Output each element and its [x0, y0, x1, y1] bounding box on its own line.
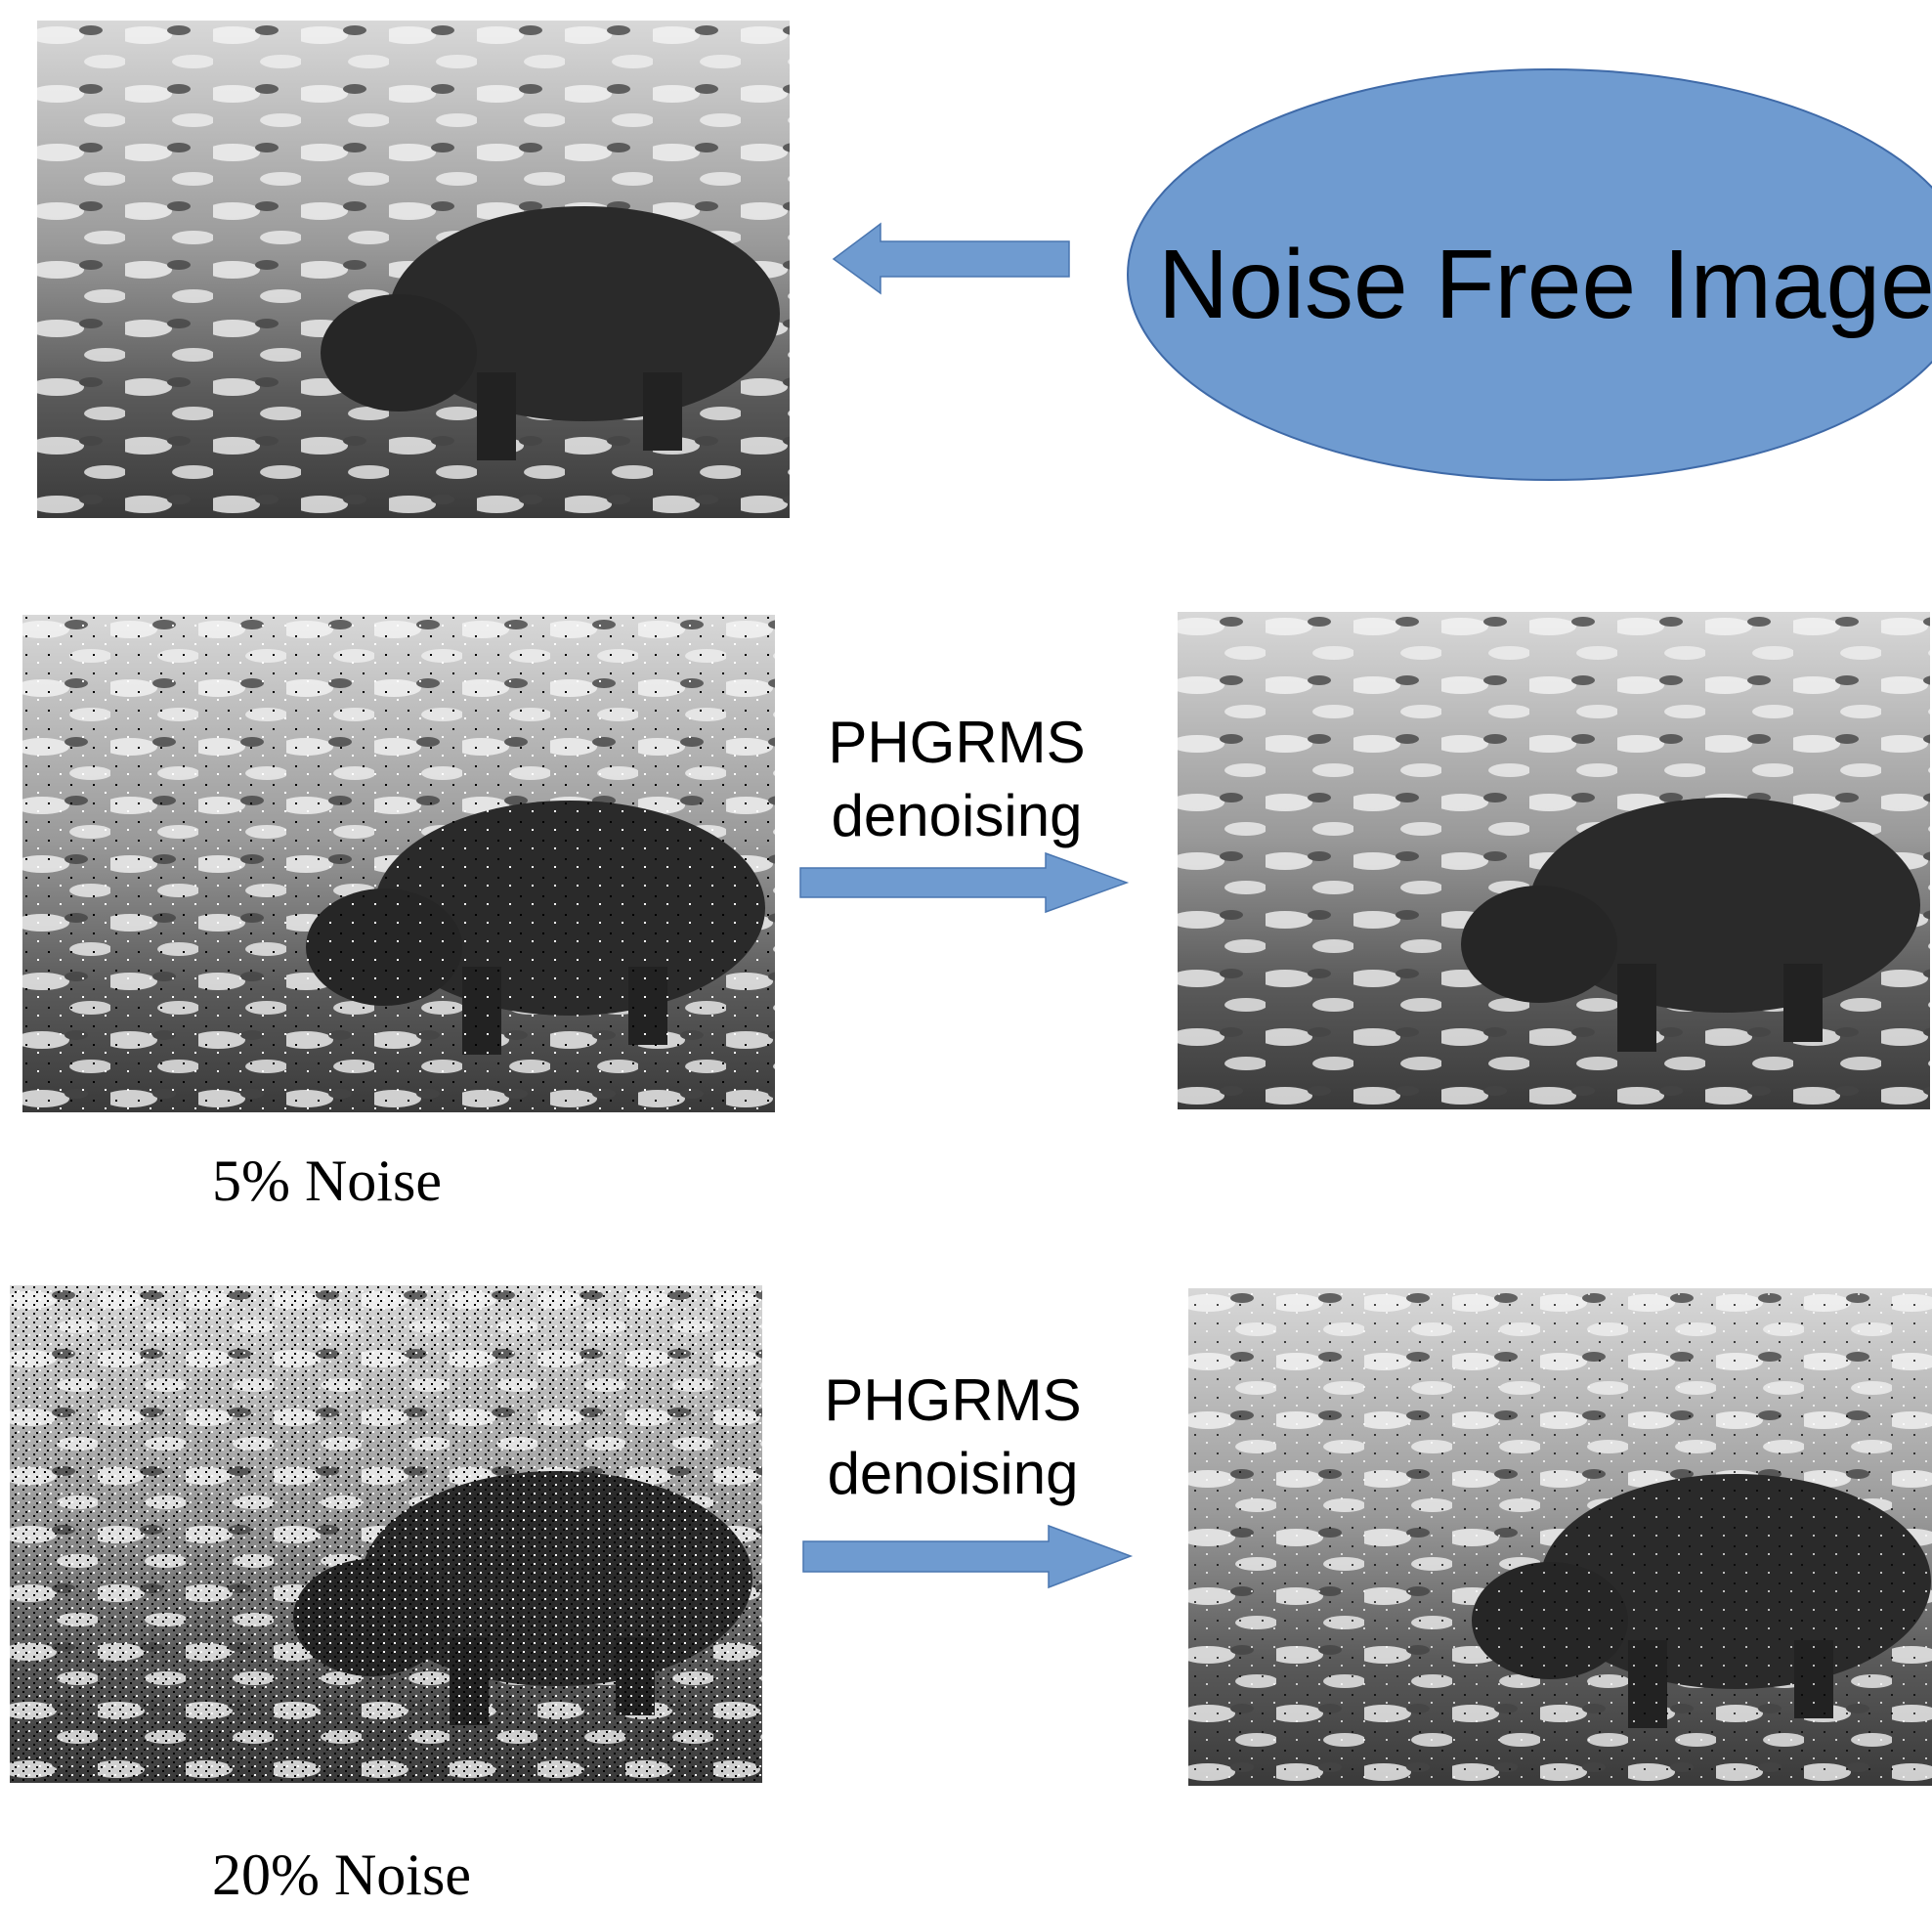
noise-overlay [22, 615, 775, 1112]
figure: Noise Free Image PHGRMS denoising 5% Noi… [0, 0, 1932, 1907]
noise-label: 5% Noise [212, 1149, 442, 1213]
arrow-left [834, 224, 1069, 293]
method-label: PHGRMS [828, 710, 1085, 775]
method-label: PHGRMS [824, 1367, 1081, 1433]
residual-noise [1188, 1288, 1932, 1785]
denoised-photo [1178, 612, 1930, 1109]
noise-overlay [10, 1285, 762, 1783]
arrow-right [803, 1526, 1131, 1587]
method-label: denoising [828, 1441, 1079, 1506]
reference-label: Noise Free Image [1158, 230, 1932, 339]
method-label: denoising [832, 783, 1083, 848]
arrow-right [800, 853, 1127, 912]
reference-photo [37, 21, 790, 518]
noise-label: 20% Noise [212, 1842, 471, 1907]
